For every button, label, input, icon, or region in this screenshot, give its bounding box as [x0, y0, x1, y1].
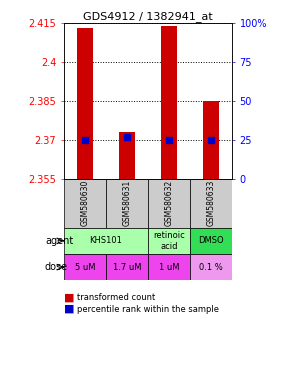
Text: ■: ■: [64, 293, 74, 303]
Text: ■: ■: [64, 304, 74, 314]
Text: dose: dose: [45, 262, 68, 272]
Bar: [203, 101, 219, 179]
Bar: [148, 228, 190, 254]
Text: GSM580633: GSM580633: [206, 180, 215, 227]
Bar: [190, 179, 232, 228]
Bar: [64, 228, 148, 254]
Bar: [161, 26, 177, 179]
Text: DMSO: DMSO: [198, 237, 224, 245]
Text: agent: agent: [45, 236, 73, 246]
Text: GSM580632: GSM580632: [164, 180, 173, 227]
Bar: [64, 254, 106, 280]
Text: percentile rank within the sample: percentile rank within the sample: [77, 305, 219, 314]
Text: KHS101: KHS101: [89, 237, 122, 245]
Bar: [148, 254, 190, 280]
Text: 0.1 %: 0.1 %: [199, 263, 223, 271]
Bar: [119, 132, 135, 179]
Text: 1.7 uM: 1.7 uM: [113, 263, 141, 271]
Title: GDS4912 / 1382941_at: GDS4912 / 1382941_at: [83, 11, 213, 22]
Text: 1 uM: 1 uM: [159, 263, 179, 271]
Text: 5 uM: 5 uM: [75, 263, 95, 271]
Bar: [77, 28, 93, 179]
Bar: [190, 228, 232, 254]
Text: GSM580630: GSM580630: [80, 180, 89, 227]
Bar: [64, 179, 106, 228]
Bar: [190, 254, 232, 280]
Bar: [148, 179, 190, 228]
Text: transformed count: transformed count: [77, 293, 155, 302]
Text: GSM580631: GSM580631: [122, 180, 131, 227]
Bar: [106, 254, 148, 280]
Text: retinoic
acid: retinoic acid: [153, 231, 185, 251]
Bar: [106, 179, 148, 228]
